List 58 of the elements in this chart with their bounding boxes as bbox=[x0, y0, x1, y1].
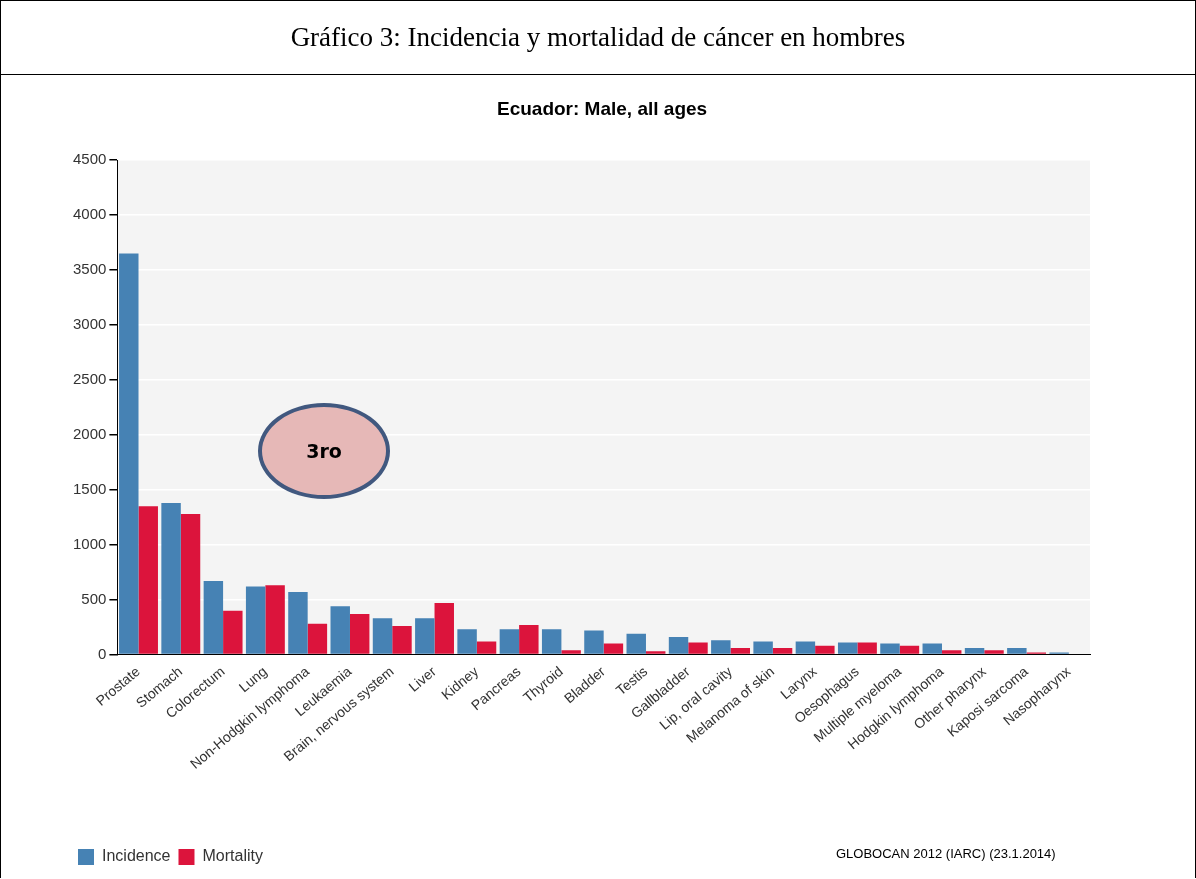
y-tick-label: 4500 bbox=[72, 150, 107, 168]
y-tick-label: 500 bbox=[81, 589, 107, 607]
y-tick-label: 3500 bbox=[72, 260, 107, 278]
bar bbox=[815, 645, 835, 654]
y-tick-label: 2000 bbox=[72, 424, 107, 442]
chart-title: Gráfico 3: Incidencia y mortalidad de cáncer en hombres bbox=[1, 1, 1195, 75]
bar bbox=[941, 650, 962, 654]
bar bbox=[645, 651, 666, 654]
y-tick-label: 0 bbox=[98, 644, 107, 662]
bar bbox=[499, 629, 520, 654]
bar bbox=[415, 618, 435, 654]
bar bbox=[753, 641, 773, 654]
bar bbox=[349, 613, 370, 654]
y-tick-label: 1000 bbox=[72, 534, 107, 552]
bar bbox=[245, 586, 266, 654]
y-tick-label: 4000 bbox=[72, 205, 107, 223]
bar bbox=[857, 642, 877, 654]
bar bbox=[880, 643, 900, 654]
bar bbox=[330, 606, 350, 654]
bar bbox=[668, 637, 689, 654]
bar bbox=[1007, 648, 1027, 654]
bar bbox=[772, 648, 793, 654]
bar bbox=[561, 650, 581, 654]
bar bbox=[541, 629, 562, 654]
bar bbox=[922, 643, 942, 654]
bar bbox=[984, 650, 1004, 654]
bar bbox=[138, 506, 158, 654]
bar bbox=[161, 502, 181, 654]
bar bbox=[964, 648, 985, 654]
bar bbox=[519, 624, 539, 654]
bar bbox=[119, 253, 139, 654]
y-tick-label: 2500 bbox=[72, 369, 107, 387]
bar bbox=[899, 645, 920, 654]
bar bbox=[688, 642, 708, 654]
legend-label: Mortality bbox=[202, 847, 263, 865]
bar bbox=[372, 618, 393, 654]
bar bbox=[795, 641, 816, 654]
bar bbox=[223, 610, 243, 654]
bar bbox=[626, 633, 646, 654]
bar bbox=[584, 630, 604, 654]
bar bbox=[730, 648, 750, 654]
bar bbox=[603, 643, 624, 654]
bar bbox=[307, 623, 328, 654]
bar bbox=[711, 640, 731, 654]
text: GLOBOCAN 2012 (IARC) (23.1.2014) bbox=[836, 846, 1056, 861]
bar bbox=[265, 585, 285, 654]
bar bbox=[457, 629, 477, 654]
bar bbox=[476, 641, 497, 654]
bar bbox=[434, 602, 454, 654]
bar bbox=[288, 591, 308, 654]
bar bbox=[180, 513, 201, 654]
bar bbox=[203, 580, 224, 654]
bar bbox=[392, 626, 412, 654]
bar bbox=[837, 642, 858, 654]
y-tick-label: 1500 bbox=[72, 479, 107, 497]
chart-subtitle: Ecuador: Male, all ages bbox=[497, 98, 708, 120]
y-tick-label: 3000 bbox=[72, 315, 107, 333]
legend-label: Incidence bbox=[102, 847, 171, 865]
